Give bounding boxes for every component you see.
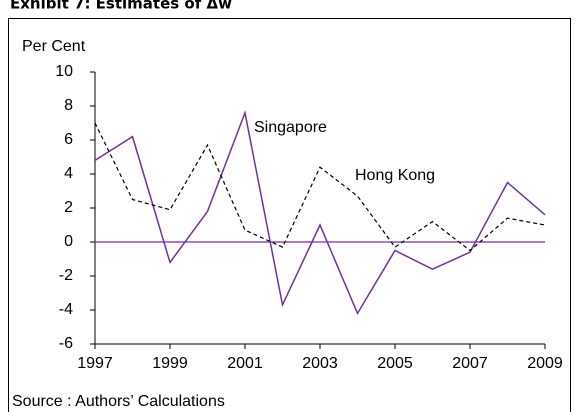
source: Source : Authors’ Calculations bbox=[12, 393, 225, 410]
y-axis-label: Per Cent bbox=[22, 38, 86, 55]
x-tick-label: 2005 bbox=[377, 355, 413, 372]
x-tick-label: 2007 bbox=[452, 355, 488, 372]
y-tick-label: -2 bbox=[59, 267, 73, 284]
series-line bbox=[94, 122, 546, 252]
y-tick-label: 6 bbox=[64, 131, 73, 148]
x-tick-label: 1999 bbox=[152, 355, 188, 372]
x-tick-label: 1997 bbox=[77, 355, 113, 372]
y-tick-label: 10 bbox=[55, 63, 73, 80]
y-tick-label: 0 bbox=[64, 233, 73, 250]
frame bbox=[8, 18, 571, 412]
x-tick-label: 2009 bbox=[527, 355, 563, 372]
x-tick-label: 2003 bbox=[302, 355, 338, 372]
series-label: Hong Kong bbox=[355, 167, 435, 184]
y-tick-label: -4 bbox=[59, 301, 73, 318]
y-tick-label: 2 bbox=[64, 199, 73, 216]
y-tick-label: -6 bbox=[59, 335, 73, 352]
series-label: Singapore bbox=[254, 119, 327, 136]
y-tick-label: 8 bbox=[64, 97, 73, 114]
x-tick-label: 2001 bbox=[227, 355, 263, 372]
series-line bbox=[94, 110, 546, 316]
chart-title: Exhibit 7: Estimates of Δw bbox=[10, 0, 232, 13]
y-tick-label: 4 bbox=[64, 165, 73, 182]
